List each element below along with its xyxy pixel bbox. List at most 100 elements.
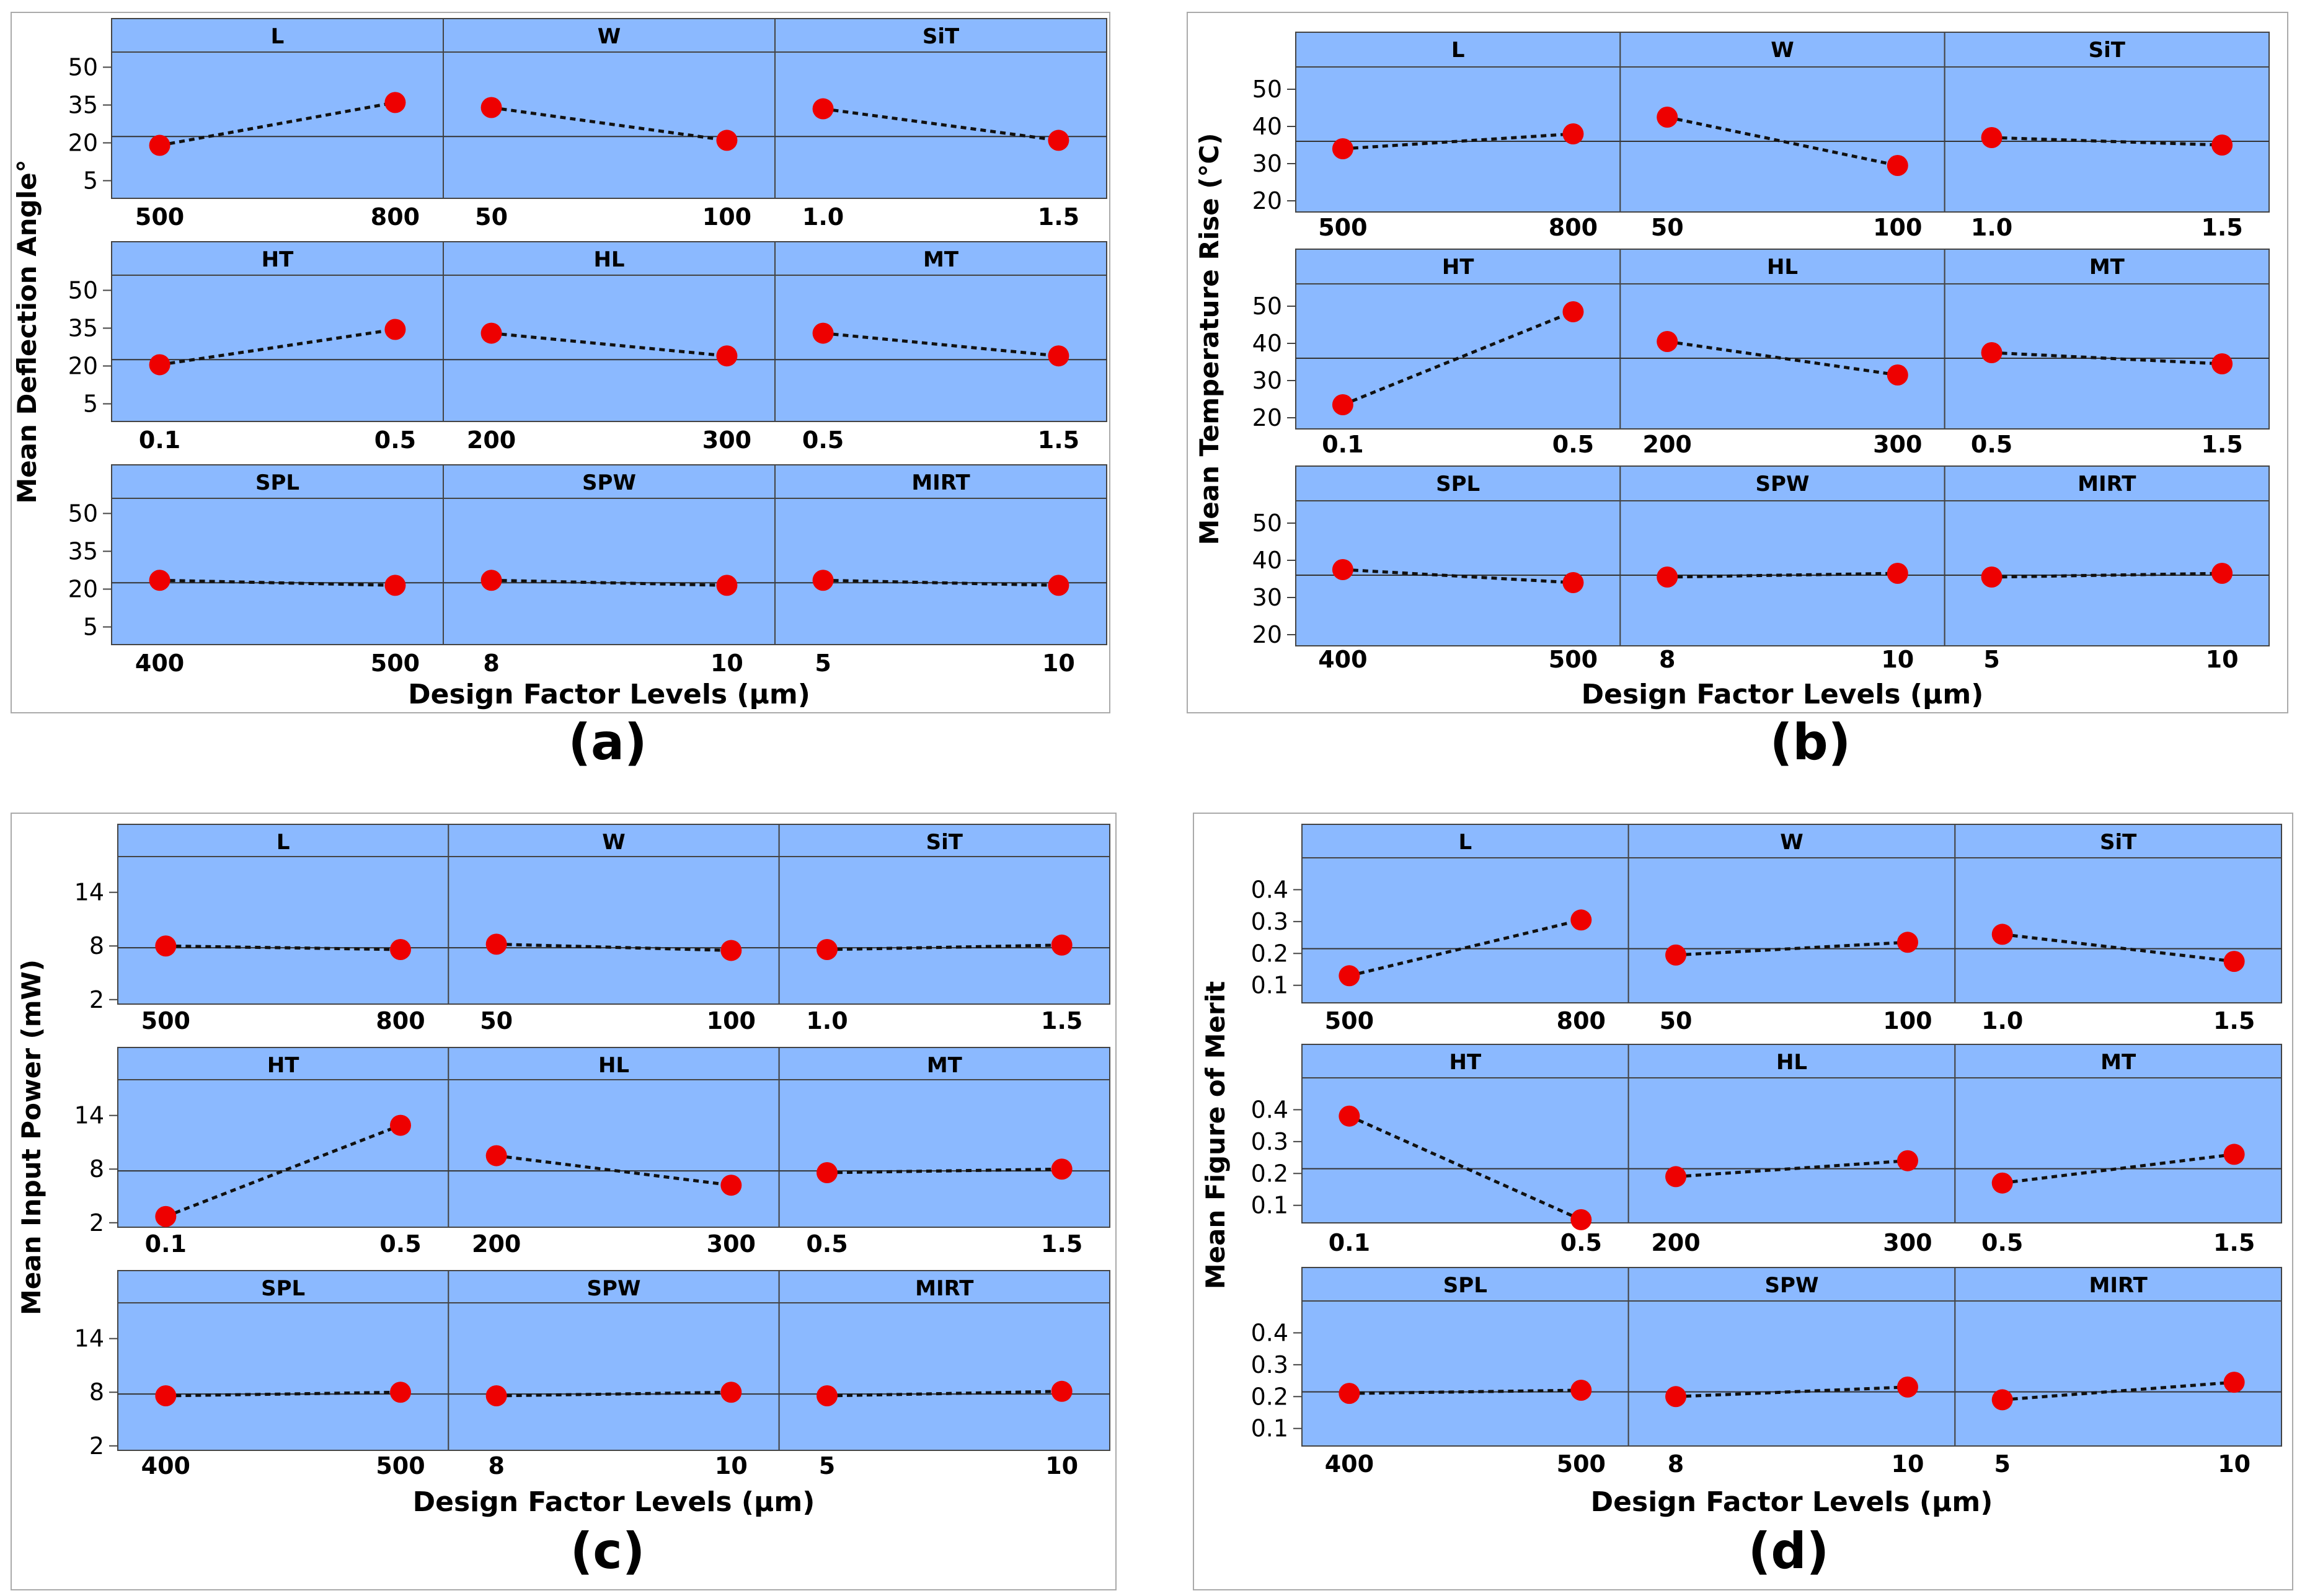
x-tick-label: 0.1 — [139, 426, 180, 454]
chart-frame — [11, 813, 1117, 1590]
x-tick-label: 100 — [1883, 1007, 1932, 1034]
y-tick-label: 5 — [83, 390, 98, 418]
data-point — [1657, 107, 1678, 128]
panel-background — [117, 824, 449, 1005]
series-line — [1991, 136, 2223, 147]
x-tick-label: 500 — [135, 203, 184, 231]
series-line — [1675, 1159, 1908, 1178]
panel-label: (c) — [570, 1522, 645, 1580]
x-tick-label: 8 — [488, 1452, 504, 1479]
data-point — [1048, 345, 1069, 367]
series-line — [1675, 1385, 1908, 1398]
panel-title: HT — [267, 1053, 299, 1078]
y-tick-label: 20 — [1252, 404, 1282, 431]
y-tick-label: 50 — [68, 53, 98, 81]
x-tick-label: 0.5 — [802, 426, 844, 454]
data-point — [1981, 567, 2003, 588]
data-point — [2223, 1144, 2245, 1165]
y-tick-label: 30 — [1252, 584, 1282, 611]
factor-panel-mt: MT 0.5 1.5 — [1944, 249, 2270, 458]
data-point — [817, 1385, 838, 1407]
data-point — [1048, 575, 1069, 596]
x-tick-label: 8 — [1659, 646, 1675, 673]
factor-panel-l: L 500 800 — [1301, 824, 1629, 1034]
data-point — [390, 939, 411, 961]
panel-title: SPL — [255, 470, 299, 495]
y-tick-label: 20 — [68, 352, 98, 379]
panel-title: SPW — [587, 1276, 641, 1301]
panel-title: SPL — [261, 1276, 305, 1301]
factor-panel-l: L 500 800 — [117, 824, 449, 1034]
factor-panel-mirt: MIRT 5 10 — [1954, 1267, 2282, 1478]
panel-background — [1954, 824, 2282, 1003]
x-axis-title: Design Factor Levels (µm) — [408, 679, 810, 710]
y-tick-label: 35 — [68, 91, 98, 118]
data-point — [1665, 1166, 1687, 1188]
chart-frame — [11, 12, 1110, 713]
x-tick-label: 200 — [472, 1230, 521, 1258]
y-axis-title: Mean Deflection Angle° — [12, 159, 42, 503]
data-point — [485, 933, 507, 955]
panel-background — [111, 464, 444, 645]
data-point — [1981, 342, 2003, 363]
panel-background — [1944, 465, 2270, 646]
y-tick-label: 0.4 — [1251, 876, 1288, 903]
series-line — [1991, 571, 2223, 579]
y-tick-label: 0.3 — [1251, 1128, 1288, 1155]
data-point — [1665, 944, 1687, 966]
factor-panel-mt: MT 0.5 1.5 — [778, 1047, 1110, 1258]
x-tick-label: 200 — [1643, 431, 1692, 458]
y-tick-label: 0.2 — [1251, 1383, 1288, 1410]
factor-panel-mt: MT 0.5 1.5 — [774, 241, 1107, 454]
factor-panel-ht: HT 0.1 0.5 — [1295, 249, 1621, 458]
chart-1: 5 20 35 50 L 500 800 W 50 100 SiT 1.0 1.5 5 20 35 50 HT 0.… — [11, 12, 1110, 771]
x-tick-label: 1.0 — [806, 1007, 848, 1034]
y-tick-label: 8 — [89, 932, 104, 959]
x-tick-label: 1.5 — [1038, 203, 1079, 231]
factor-panel-spl: SPL 400 500 — [117, 1270, 449, 1479]
x-tick-label: 1.5 — [2213, 1007, 2255, 1034]
data-point — [1562, 301, 1584, 322]
data-point — [1051, 1380, 1073, 1402]
x-tick-label: 400 — [135, 650, 184, 677]
data-point — [485, 1385, 507, 1407]
y-tick-label: 5 — [83, 167, 98, 195]
x-tick-label: 0.5 — [1560, 1229, 1602, 1256]
data-point — [1981, 127, 2003, 148]
panel-background — [448, 1047, 780, 1228]
x-tick-label: 400 — [1318, 646, 1367, 673]
x-tick-label: 1.5 — [2201, 214, 2242, 241]
panel-title: SiT — [2089, 38, 2126, 63]
panel-title: L — [1458, 830, 1472, 855]
x-tick-label: 0.1 — [145, 1230, 187, 1258]
series-line — [1342, 568, 1573, 584]
series-line — [1342, 310, 1574, 407]
factor-panel-hl: HL 200 300 — [448, 1047, 780, 1258]
panel-background — [1954, 1267, 2282, 1447]
series-line — [1675, 940, 1908, 957]
data-point — [1657, 331, 1678, 352]
factor-panel-spw: SPW 8 10 — [448, 1270, 780, 1479]
y-tick-label: 0.4 — [1251, 1096, 1288, 1123]
y-tick-label: 0.2 — [1251, 1160, 1288, 1187]
chart-3: 2 8 14 L 500 800 W 50 100 SiT 1.0 1.5 2 8 14 HT 0.1 0.5 HL… — [11, 813, 1117, 1590]
data-point — [1332, 559, 1353, 580]
y-axis-title: Mean Temperature Rise (°C) — [1194, 133, 1224, 545]
factor-panel-mt: MT 0.5 1.5 — [1954, 1044, 2282, 1256]
y-tick-label: 20 — [68, 129, 98, 156]
factor-panel-sit: SiT 1.0 1.5 — [778, 824, 1110, 1034]
x-tick-label: 10 — [1881, 646, 1914, 673]
y-tick-label: 0.1 — [1251, 972, 1288, 999]
panel-label: (a) — [568, 713, 647, 771]
x-tick-label: 400 — [141, 1452, 190, 1479]
y-tick-label: 2 — [89, 1209, 104, 1237]
x-tick-label: 300 — [707, 1230, 756, 1258]
panel-background — [1295, 32, 1621, 213]
data-point — [155, 935, 177, 957]
data-point — [720, 940, 742, 961]
data-point — [1332, 394, 1353, 415]
factor-panel-hl: HL 200 300 — [1619, 249, 1945, 458]
data-point — [1339, 965, 1360, 987]
factor-panel-sit: SiT 1.0 1.5 — [1944, 32, 2270, 241]
